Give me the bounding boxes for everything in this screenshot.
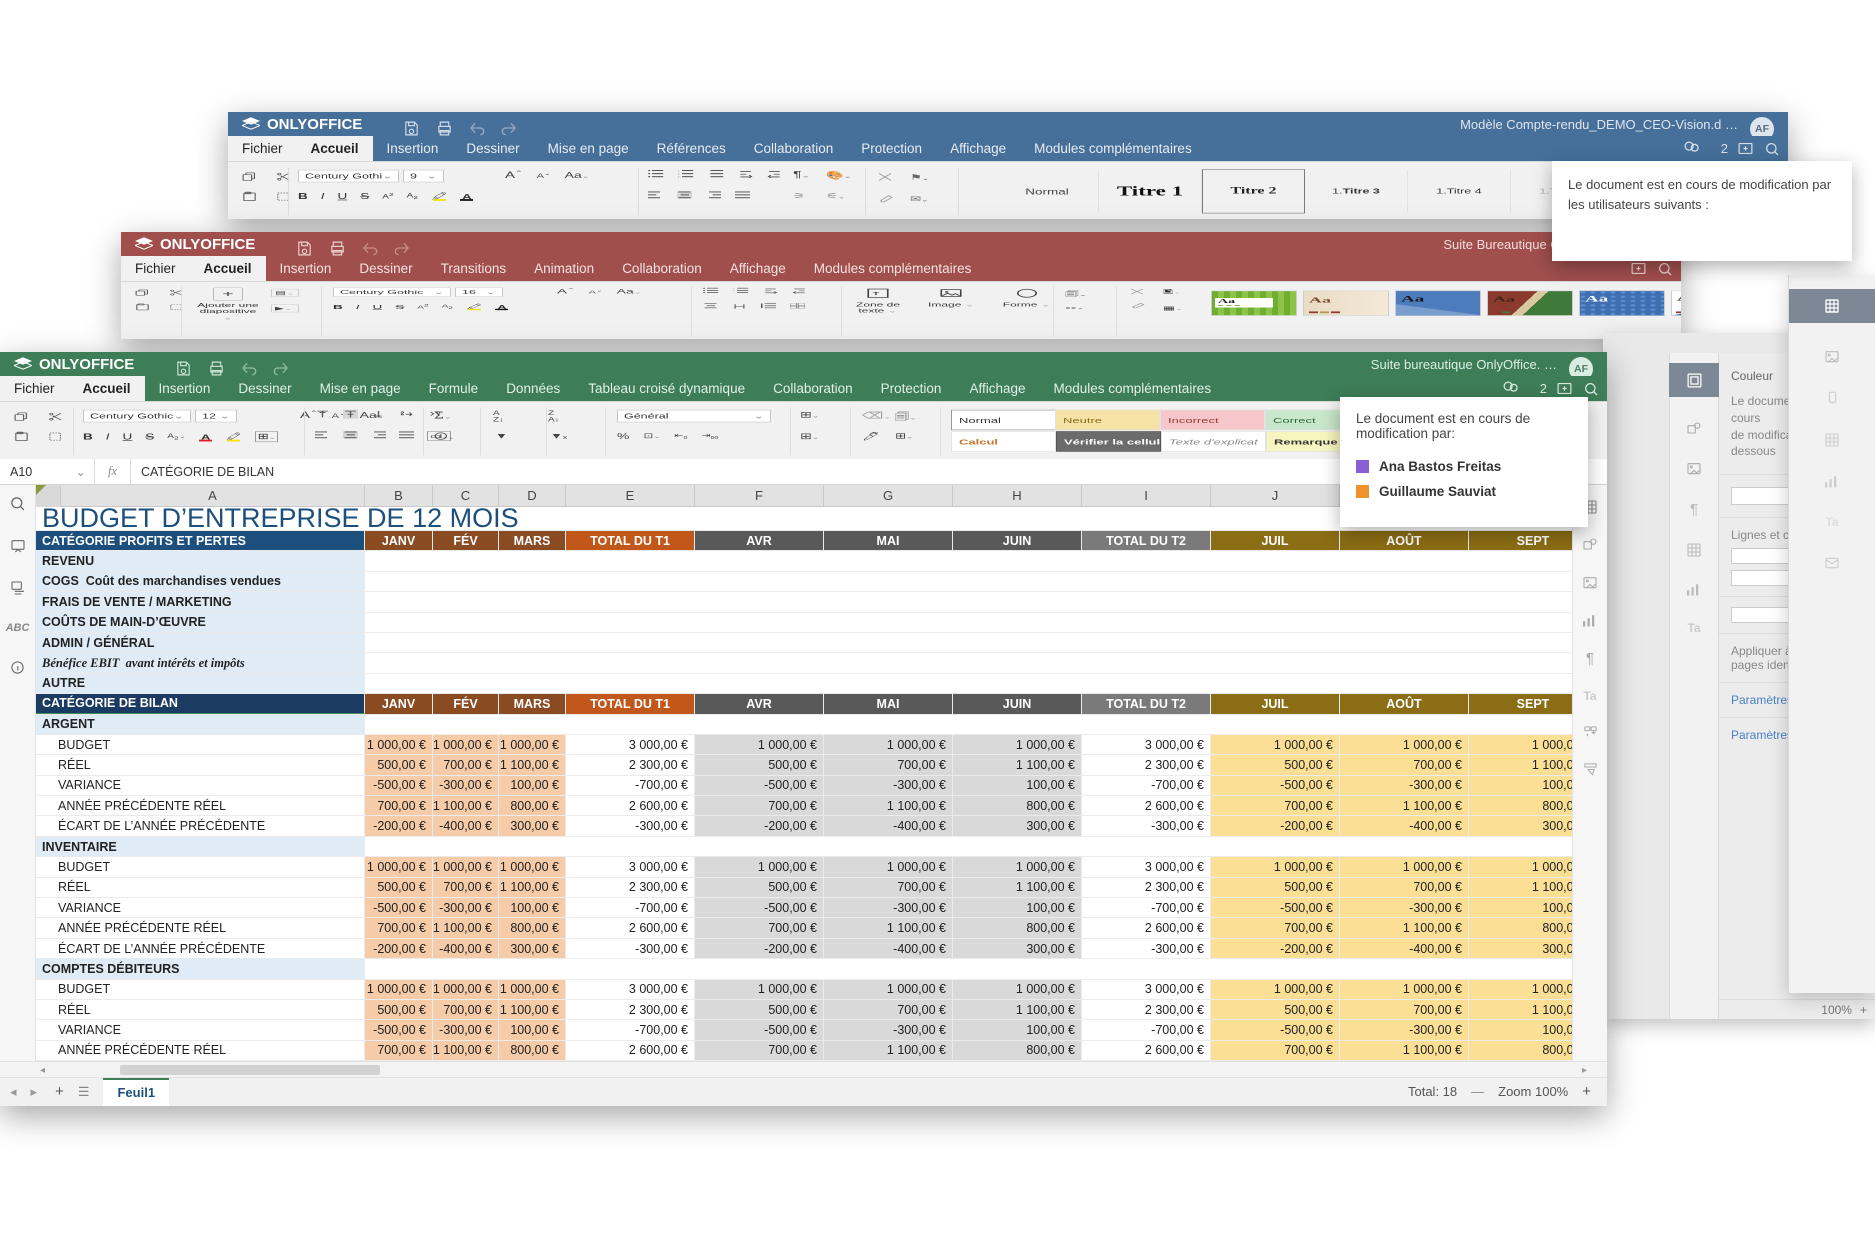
svg-text:1: 1 xyxy=(733,288,734,289)
svg-text:T: T xyxy=(873,291,880,297)
svg-text:1: 1 xyxy=(678,171,679,172)
svg-text:2: 2 xyxy=(733,291,734,292)
svg-text:2: 2 xyxy=(678,174,679,175)
svg-text:3: 3 xyxy=(733,293,734,294)
svg-text:3: 3 xyxy=(678,177,680,178)
